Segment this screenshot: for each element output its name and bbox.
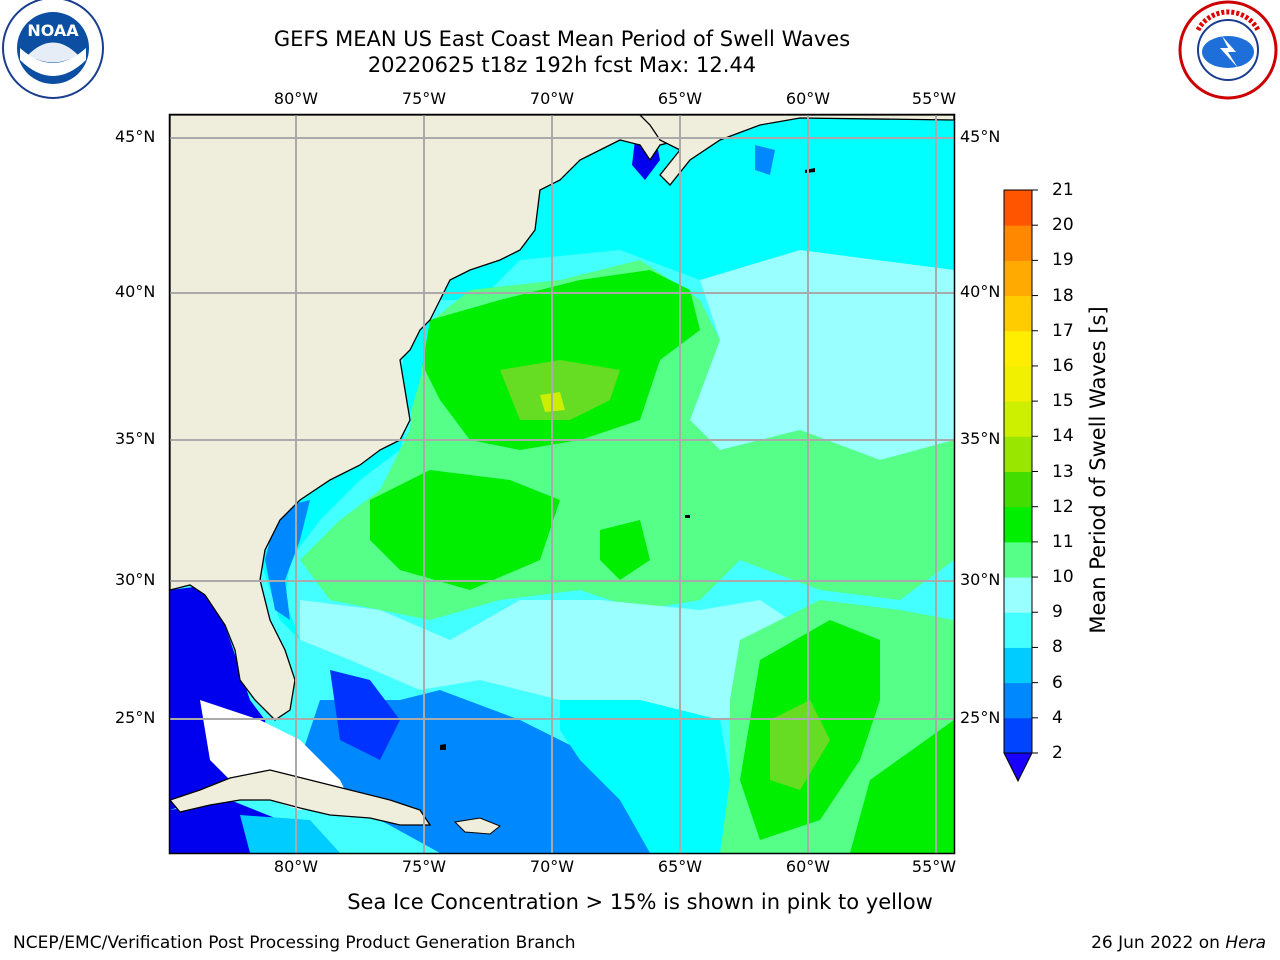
colorbar-segment: [1004, 330, 1032, 367]
lon-tick-bottom-65w: 65°W: [657, 857, 703, 876]
colorbar-segment: [1004, 295, 1032, 332]
lat-tick-right-25n: 25°N: [960, 708, 1001, 727]
map-area: [170, 115, 954, 853]
lon-tick-top-60w: 60°W: [785, 89, 831, 108]
colorbar-segment: [1004, 506, 1032, 543]
land-hispaniola: [453, 817, 501, 835]
noaa-logo: NOAA: [2, 0, 104, 99]
land-nova-scotia: [639, 115, 954, 186]
colorbar-segment: [1004, 401, 1032, 437]
swell-region-8s-south: [300, 600, 820, 720]
swell-region-11s-southeast: [770, 700, 830, 790]
nws-logo: [1178, 0, 1278, 100]
colorbar-tick-label: 20: [1052, 215, 1074, 236]
colorbar-segment: [1004, 612, 1032, 648]
lon-tick-bottom-80w: 80°W: [273, 857, 319, 876]
lon-tick-top-65w: 65°W: [657, 89, 703, 108]
chart-title: GEFS MEAN US East Coast Mean Period of S…: [273, 27, 851, 51]
map-gridlines: [170, 115, 954, 853]
colorbar-tick-label: 8: [1052, 637, 1063, 658]
lon-tick-top-75w: 75°W: [401, 89, 447, 108]
lat-tick-left-40n: 40°N: [115, 282, 156, 301]
colorbar-tick-label: 9: [1052, 602, 1063, 623]
sea-ice-note: Sea Ice Concentration > 15% is shown in …: [347, 890, 933, 914]
colorbar-extend-arrow: [1003, 752, 1033, 783]
colorbar-segment: [1004, 225, 1032, 261]
swell-region-6s-caribbean: [240, 815, 340, 853]
colorbar-title: Mean Period of Swell Waves [s]: [1086, 306, 1110, 634]
colorbar-segment: [1004, 436, 1032, 472]
colorbar-tick-label: 11: [1052, 531, 1074, 552]
swell-region-4s-nova-scotia: [755, 145, 775, 175]
swell-region-10s-mid: [370, 470, 560, 590]
colorbar-segment: [1004, 647, 1032, 684]
colorbar-tick-label: 19: [1052, 250, 1074, 271]
map-frame: [168, 113, 956, 855]
lat-tick-left-35n: 35°N: [115, 429, 156, 448]
swell-region-6s-south: [560, 700, 730, 853]
swell-region-6s-coastal: [260, 320, 430, 640]
colorbar-tick-label: 2: [1052, 743, 1063, 763]
swell-region-4s-coastal: [265, 500, 310, 620]
lat-tick-right-45n: 45°N: [960, 127, 1001, 146]
lat-tick-right-35n: 35°N: [960, 429, 1001, 448]
lon-tick-top-80w: 80°W: [273, 89, 319, 108]
colorbar-segment: [1004, 260, 1032, 297]
lat-tick-right-30n: 30°N: [960, 570, 1001, 589]
colorbar-segment: [1004, 717, 1032, 754]
colorbar-tick-label: 21: [1052, 180, 1074, 200]
swell-region-10s-small: [600, 520, 650, 580]
lon-tick-bottom-60w: 60°W: [785, 857, 831, 876]
chart-subtitle: 20220625 t18z 192h fcst Max: 12.44: [367, 53, 757, 77]
colorbar-tick-label: 15: [1052, 391, 1074, 412]
island-bermuda: [685, 515, 690, 518]
lat-tick-left-25n: 25°N: [115, 708, 156, 727]
lon-tick-top-70w: 70°W: [529, 89, 575, 108]
colorbar-tick-label: 10: [1052, 567, 1074, 588]
swell-region-8s-east: [690, 250, 954, 460]
noaa-logo-text: NOAA: [27, 21, 79, 40]
colorbar-segment: [1004, 577, 1032, 613]
colorbar: [1003, 189, 1038, 783]
footer-date-text: 26 Jun 2022 on: [1091, 933, 1226, 953]
swell-region-2s-bahamas: [330, 670, 400, 760]
colorbar-tick-label: 6: [1052, 672, 1063, 693]
lat-tick-left-45n: 45°N: [115, 127, 156, 146]
colorbar-tick-label: 16: [1052, 355, 1074, 376]
colorbar-tick-label: 13: [1052, 461, 1074, 482]
colorbar-segment: [1004, 471, 1032, 508]
lat-tick-left-30n: 30°N: [115, 570, 156, 589]
colorbar-tick-label: 12: [1052, 496, 1074, 517]
swell-region-10s-southeast-corner: [850, 720, 954, 853]
lat-tick-right-40n: 40°N: [960, 282, 1001, 301]
lon-tick-top-55w: 55°W: [911, 89, 957, 108]
colorbar-segment: [1004, 682, 1032, 719]
colorbar-segment: [1004, 365, 1032, 402]
colorbar-tick-label: 18: [1052, 285, 1074, 306]
footer-date: 26 Jun 2022 on Hera: [1091, 933, 1266, 953]
colorbar-segment: [1004, 541, 1032, 578]
land-north-america: [170, 115, 701, 721]
footer-host: Hera: [1225, 933, 1266, 953]
lon-tick-bottom-70w: 70°W: [529, 857, 575, 876]
footer-credit: NCEP/EMC/Verification Post Processing Pr…: [13, 933, 576, 953]
colorbar-tick-label: 4: [1052, 707, 1063, 728]
island-marker: [440, 744, 446, 750]
colorbar-tick-label: 17: [1052, 320, 1074, 341]
swell-region-11s-peak: [500, 360, 620, 420]
land-cuba: [170, 769, 432, 826]
colorbar-segment: [1004, 190, 1032, 226]
colorbar-tick-label: 14: [1052, 426, 1074, 447]
lon-tick-bottom-75w: 75°W: [401, 857, 447, 876]
lon-tick-bottom-55w: 55°W: [911, 857, 957, 876]
